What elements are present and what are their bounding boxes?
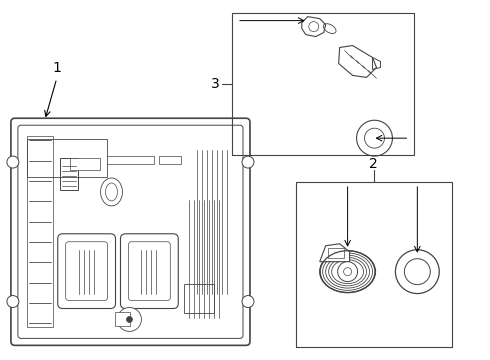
Polygon shape <box>339 45 376 77</box>
Ellipse shape <box>329 257 367 286</box>
Ellipse shape <box>323 253 372 290</box>
Bar <box>115 312 130 327</box>
Bar <box>60 158 77 190</box>
Circle shape <box>242 296 254 307</box>
Ellipse shape <box>319 251 375 293</box>
Polygon shape <box>319 244 349 262</box>
Ellipse shape <box>332 260 364 284</box>
FancyBboxPatch shape <box>18 125 243 338</box>
Circle shape <box>309 22 318 32</box>
Circle shape <box>343 268 352 276</box>
Circle shape <box>404 259 430 285</box>
Bar <box>106 156 154 164</box>
Bar <box>27 139 106 177</box>
Bar <box>328 248 343 258</box>
Text: 3: 3 <box>211 77 220 91</box>
Circle shape <box>395 250 439 293</box>
Ellipse shape <box>100 178 122 206</box>
Text: 2: 2 <box>369 157 378 171</box>
Bar <box>27 136 53 328</box>
FancyBboxPatch shape <box>128 242 171 301</box>
Circle shape <box>338 262 358 282</box>
Bar <box>70 158 99 170</box>
Ellipse shape <box>326 255 369 288</box>
Circle shape <box>126 316 132 323</box>
Bar <box>184 284 214 314</box>
Circle shape <box>7 156 19 168</box>
FancyBboxPatch shape <box>58 234 116 309</box>
Circle shape <box>365 128 385 148</box>
Bar <box>159 156 181 164</box>
Circle shape <box>242 156 254 168</box>
Polygon shape <box>302 17 326 37</box>
Circle shape <box>357 120 392 156</box>
FancyBboxPatch shape <box>11 118 250 345</box>
FancyBboxPatch shape <box>66 242 107 301</box>
FancyBboxPatch shape <box>121 234 178 309</box>
Circle shape <box>7 296 19 307</box>
Ellipse shape <box>105 183 118 201</box>
Circle shape <box>118 307 142 332</box>
Text: 1: 1 <box>52 62 61 76</box>
